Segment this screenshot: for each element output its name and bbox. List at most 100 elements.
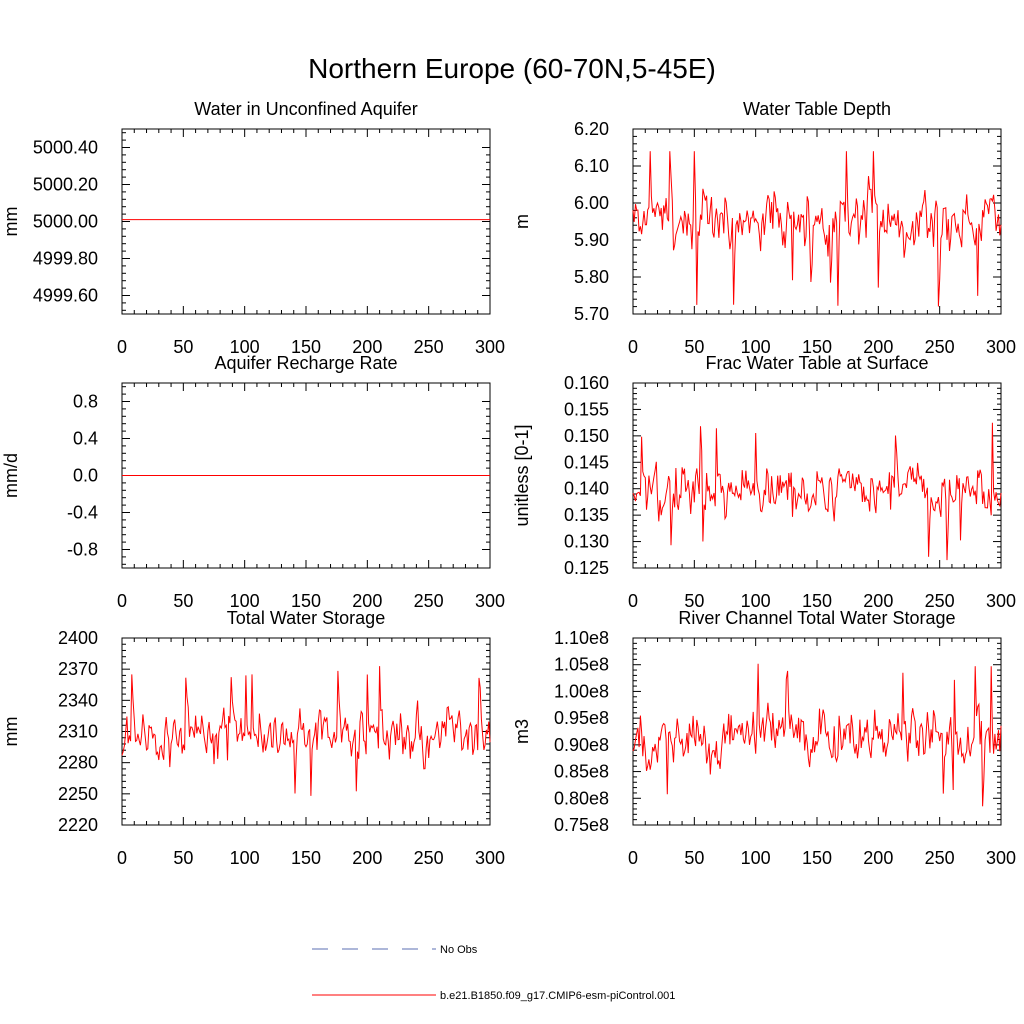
aquifer-xtick-label: 50 <box>173 337 193 357</box>
recharge-ytick-label: 0.4 <box>73 429 98 449</box>
tws-frame <box>121 637 491 826</box>
tws-panel: Total Water Storage mm 0 50 100 150 200 250 300 2… <box>1 608 505 868</box>
river-xtick-label: 50 <box>684 848 704 868</box>
tws-ytick-label: 2340 <box>58 690 98 710</box>
aquifer-ytick-label: 5000.00 <box>33 212 98 232</box>
fracwt-ytick-label: 0.140 <box>564 479 609 499</box>
tws-ytick-label: 2370 <box>58 659 98 679</box>
wtd-xtick-label: 50 <box>684 337 704 357</box>
recharge-ylabel: mm/d <box>1 453 21 498</box>
fracwt-ytick-label: 0.125 <box>564 558 609 578</box>
recharge-panel: Aquifer Recharge Rate mm/d 0 50 100 150 200 250… <box>1 353 505 611</box>
wtd-ylabel: m <box>512 214 532 229</box>
aquifer-ylabel: mm <box>1 207 21 237</box>
aquifer-frame <box>121 128 491 315</box>
river-title: River Channel Total Water Storage <box>678 608 955 628</box>
recharge-title: Aquifer Recharge Rate <box>214 353 397 373</box>
recharge-ytick-label: 0.8 <box>73 392 98 412</box>
wtd-ytick-label: 6.20 <box>574 119 609 139</box>
wtd-xtick-label: 0 <box>628 337 638 357</box>
tws-xtick-label: 150 <box>291 848 321 868</box>
aquifer-ytick-label: 5000.40 <box>33 138 98 158</box>
river-ytick-label: 1.00e8 <box>554 681 609 701</box>
tws-ytick-label: 2250 <box>58 784 98 804</box>
tws-title: Total Water Storage <box>227 608 385 628</box>
river-series-line <box>632 663 1002 807</box>
fracwt-ytick-label: 0.160 <box>564 373 609 393</box>
recharge-xtick-label: 150 <box>291 591 321 611</box>
fracwt-title: Frac Water Table at Surface <box>705 353 928 373</box>
river-ytick-label: 0.95e8 <box>554 708 609 728</box>
wtd-ytick-label: 6.00 <box>574 193 609 213</box>
tws-xtick-label: 250 <box>414 848 444 868</box>
tws-xtick-label: 0 <box>117 848 127 868</box>
figure-title: Northern Europe (60-70N,5-45E) <box>308 53 716 84</box>
fracwt-ytick-label: 0.130 <box>564 532 609 552</box>
recharge-ytick-label: -0.4 <box>67 503 98 523</box>
fracwt-xtick-label: 0 <box>628 591 638 611</box>
fracwt-ytick-label: 0.150 <box>564 426 609 446</box>
legend-no-obs-label: No Obs <box>440 944 478 956</box>
fracwt-xtick-label: 300 <box>986 591 1016 611</box>
tws-xtick-label: 100 <box>230 848 260 868</box>
river-ytick-label: 0.90e8 <box>554 735 609 755</box>
river-xtick-label: 300 <box>986 848 1016 868</box>
wtd-ytick-label: 5.80 <box>574 267 609 287</box>
tws-xtick-label: 50 <box>173 848 193 868</box>
recharge-ytick-label: 0.0 <box>73 466 98 486</box>
recharge-ytick-label: -0.8 <box>67 540 98 560</box>
river-ytick-label: 0.80e8 <box>554 788 609 808</box>
wtd-ytick-label: 6.10 <box>574 156 609 176</box>
tws-xtick-label: 200 <box>352 848 382 868</box>
aquifer-xtick-label: 200 <box>352 337 382 357</box>
tws-series-line <box>121 666 491 796</box>
wtd-xtick-label: 100 <box>741 337 771 357</box>
aquifer-xtick-label: 150 <box>291 337 321 357</box>
tws-xtick-label: 300 <box>475 848 505 868</box>
fracwt-ytick-label: 0.145 <box>564 452 609 472</box>
aquifer-ytick-label: 4999.80 <box>33 249 98 269</box>
aquifer-xtick-label: 300 <box>475 337 505 357</box>
panels: Water in Unconfined Aquifer mm 0 50 100 150 20… <box>1 99 1016 868</box>
aquifer-ytick-label: 4999.60 <box>33 286 98 306</box>
recharge-xtick-label: 200 <box>352 591 382 611</box>
wtd-title: Water Table Depth <box>743 99 891 119</box>
river-ylabel: m3 <box>512 719 532 744</box>
wtd-xtick-label: 150 <box>802 337 832 357</box>
fracwt-ytick-label: 0.135 <box>564 505 609 525</box>
river-xtick-label: 150 <box>802 848 832 868</box>
aquifer-xtick-label: 250 <box>414 337 444 357</box>
wtd-xtick-label: 300 <box>986 337 1016 357</box>
tws-ytick-label: 2280 <box>58 753 98 773</box>
fracwt-ytick-label: 0.155 <box>564 399 609 419</box>
fracwt-xtick-label: 250 <box>925 591 955 611</box>
legend: No Obs b.e21.B1850.f09_g17.CMIP6-esm-piC… <box>312 944 675 1002</box>
fracwt-xtick-label: 50 <box>684 591 704 611</box>
fracwt-panel: Frac Water Table at Surface unitless [0-1… <box>512 353 1016 611</box>
fracwt-ylabel: unitless [0-1] <box>512 424 532 526</box>
tws-ytick-label: 2310 <box>58 722 98 742</box>
river-frame <box>632 637 1002 826</box>
legend-model-label: b.e21.B1850.f09_g17.CMIP6-esm-piControl.… <box>440 990 675 1002</box>
aquifer-ytick-label: 5000.20 <box>33 175 98 195</box>
fracwt-xtick-label: 200 <box>863 591 893 611</box>
fracwt-xtick-label: 150 <box>802 591 832 611</box>
river-panel: River Channel Total Water Storage m3 0 50 10… <box>512 608 1016 868</box>
wtd-ytick-label: 5.70 <box>574 304 609 324</box>
tws-ytick-label: 2400 <box>58 628 98 648</box>
wtd-ytick-label: 5.90 <box>574 230 609 250</box>
fracwt-series-line <box>632 422 1002 561</box>
wtd-series-line <box>632 151 1002 307</box>
river-xtick-label: 100 <box>741 848 771 868</box>
aquifer-xtick-label: 0 <box>117 337 127 357</box>
aquifer-xtick-label: 100 <box>230 337 260 357</box>
recharge-xtick-label: 100 <box>230 591 260 611</box>
river-ytick-label: 0.75e8 <box>554 815 609 835</box>
river-xtick-label: 250 <box>925 848 955 868</box>
aquifer-panel: Water in Unconfined Aquifer mm 0 50 100 150 20… <box>1 99 505 357</box>
recharge-xtick-label: 250 <box>414 591 444 611</box>
recharge-xtick-label: 50 <box>173 591 193 611</box>
tws-ytick-label: 2220 <box>58 815 98 835</box>
river-xtick-label: 0 <box>628 848 638 868</box>
